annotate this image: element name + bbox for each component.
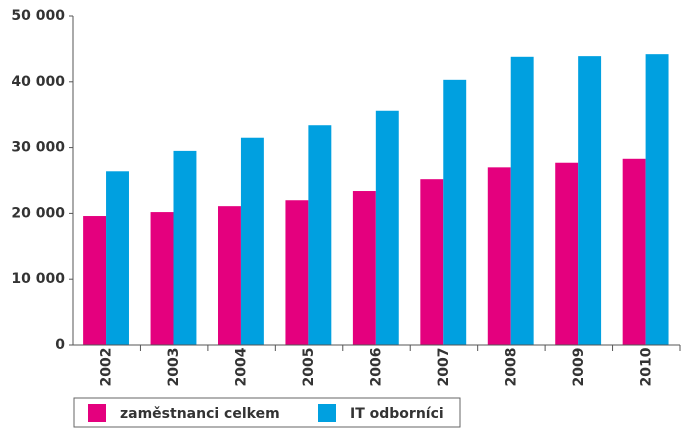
legend-swatch [88,404,106,422]
legend-label: IT odborníci [350,406,444,422]
x-tick-label: 2002 [99,348,115,387]
bar [150,212,174,345]
x-tick-label: 2010 [638,347,654,386]
bar [420,179,444,345]
x-tick-label: 2003 [166,348,182,387]
bar [285,200,309,345]
bar [308,125,332,345]
bar [240,137,264,345]
y-tick-label: 30 000 [11,140,65,156]
y-tick-label: 10 000 [11,271,65,287]
bar [578,56,602,345]
bar [555,162,579,345]
y-tick-label: 0 [55,337,65,353]
legend-box [73,397,461,428]
legend-swatch [318,404,336,422]
bar [83,216,107,345]
bar [173,150,197,345]
bar [106,171,129,345]
bar [352,191,376,345]
y-tick-label: 40 000 [11,74,65,90]
bar [622,158,646,345]
x-tick-label: 2004 [234,347,250,386]
bar [375,110,399,345]
x-tick-label: 2009 [571,348,587,387]
bar [645,54,669,345]
legend-label: zaměstnanci celkem [120,406,280,422]
x-tick-label: 2008 [503,348,519,387]
y-tick-label: 20 000 [11,205,65,221]
bar [218,206,241,345]
x-tick-label: 2007 [436,348,452,387]
bar [487,167,511,345]
x-tick-label: 2005 [301,348,317,387]
x-tick-label: 2006 [369,348,385,387]
bar [443,79,467,346]
bar [510,56,534,346]
y-tick-label: 50 000 [11,8,65,24]
